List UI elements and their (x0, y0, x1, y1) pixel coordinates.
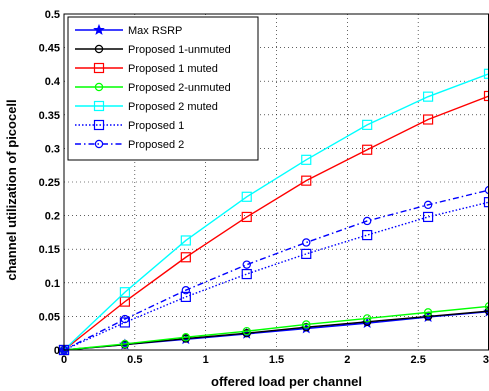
data-point (120, 314, 130, 324)
legend-marker (94, 82, 104, 92)
y-tick-label: 0.1 (45, 278, 60, 290)
legend-marker (93, 62, 105, 74)
data-point (241, 211, 252, 223)
data-point (483, 68, 489, 79)
y-tick-label: 0.4 (45, 76, 61, 88)
y-tick-label: 0.25 (39, 177, 60, 189)
data-point (301, 248, 312, 260)
data-point (241, 268, 252, 280)
y-tick-label: 0.5 (45, 9, 60, 21)
data-point (301, 154, 312, 165)
legend-marker (93, 100, 105, 112)
data-point (180, 252, 191, 263)
legend-label: Proposed 2 (128, 139, 184, 151)
data-point (180, 235, 191, 246)
data-point (119, 317, 131, 328)
y-tick-label: 0.35 (39, 110, 60, 122)
legend: Max RSRP Proposed 1-unmuted Proposed 1 mut… (67, 16, 259, 161)
legend-label: Proposed 2-unmuted (128, 82, 231, 94)
data-point (180, 291, 191, 303)
x-tick-label: 0.5 (127, 354, 142, 366)
legend-label: Proposed 1 (128, 120, 184, 132)
x-tick-label: 1.5 (269, 354, 284, 366)
y-tick-label: 0.45 (39, 43, 60, 55)
data-point (483, 90, 489, 102)
x-tick-label: 0 (61, 354, 67, 366)
series-2 (58, 90, 489, 356)
series-5 (58, 197, 489, 356)
legend-marker (94, 44, 104, 54)
data-point (422, 211, 434, 223)
data-point (362, 229, 373, 241)
y-tick-label: 0.3 (45, 143, 60, 155)
x-tick-label: 1 (203, 354, 209, 366)
data-point (362, 314, 372, 323)
x-tick-label: 2 (344, 354, 350, 366)
data-point (241, 191, 252, 202)
legend-marker (93, 119, 105, 131)
legend-label: Proposed 1-unmuted (128, 44, 231, 56)
data-point (423, 200, 433, 210)
y-tick-label: 0 (54, 345, 60, 357)
x-tick-label: 2.5 (411, 354, 426, 366)
data-point (242, 260, 251, 269)
data-point (120, 339, 130, 349)
data-point (181, 333, 191, 342)
series-4 (58, 68, 489, 356)
data-point (301, 175, 312, 186)
y-axis-title: channel utilization of picocell (4, 99, 19, 280)
data-point (483, 197, 489, 208)
legend-label: Max RSRP (128, 25, 182, 37)
data-point (181, 285, 191, 295)
data-point (362, 119, 373, 130)
series-lines (58, 68, 489, 356)
data-point (302, 320, 311, 329)
y-tick-label: 0.2 (45, 211, 60, 223)
data-point (302, 322, 311, 332)
x-tick-label: 3 (483, 354, 489, 366)
x-axis-title: offered load per channel (211, 374, 362, 389)
data-point (119, 287, 131, 298)
series-line (63, 189, 489, 351)
data-point (362, 216, 372, 226)
series-line (63, 201, 489, 351)
legend-marker (93, 23, 105, 35)
series-line (63, 305, 489, 351)
data-point (423, 308, 433, 317)
series-line (63, 310, 489, 351)
legend-label: Proposed 2 muted (128, 101, 218, 113)
legend-label: Proposed 1 muted (128, 63, 218, 75)
data-point (302, 238, 311, 247)
y-tick-label: 0.05 (39, 311, 60, 323)
legend-box (67, 16, 259, 161)
data-point (362, 144, 373, 155)
data-point (422, 91, 434, 102)
series-line (63, 73, 489, 351)
legend-marker (94, 139, 104, 149)
y-tick-label: 0.15 (39, 244, 60, 256)
data-point (422, 114, 434, 125)
series-line (63, 95, 489, 351)
data-point (242, 326, 251, 336)
tick-labels: 0 0.05 0.1 0.15 0.2 0.25 0.3 0.35 0.4 0.45 0.5 0 0.5… (39, 9, 489, 366)
